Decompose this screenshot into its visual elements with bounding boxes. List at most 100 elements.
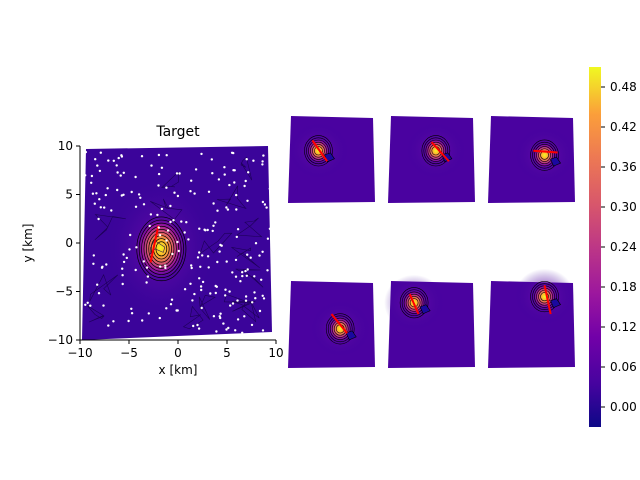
small-contour-line [304,135,333,167]
station-marker [198,251,201,254]
small-contour-line [407,296,421,310]
station-marker [234,275,238,278]
station-marker [129,233,132,237]
station-marker [84,303,87,306]
station-marker [130,312,134,315]
small-contour-line [538,148,551,162]
y-axis-label: y [km] [21,224,35,263]
station-marker [236,228,240,231]
station-marker [225,328,228,331]
station-marker [150,164,153,167]
station-marker [176,194,180,198]
station-marker [176,240,179,244]
station-marker [145,281,148,284]
station-marker [169,303,173,306]
small-slip-line [330,313,348,334]
x-tick-label: 0 [174,346,182,360]
station-marker [130,307,133,310]
main-background-contour [87,305,105,323]
station-marker [110,209,113,212]
station-marker [233,181,236,184]
station-marker [128,248,131,251]
station-marker [231,271,234,274]
small-panel [288,116,375,203]
station-marker [222,322,225,325]
small-slip-line [543,285,552,315]
station-marker [233,169,236,172]
station-marker [172,219,175,222]
station-marker [211,172,214,175]
station-marker [192,324,195,328]
main-contour-line [138,219,184,279]
small-contour-line [312,144,325,158]
station-marker [93,202,97,205]
station-marker [121,282,124,286]
station-marker [194,168,198,171]
station-marker [190,266,193,270]
small-contour-line [329,317,351,340]
station-marker [149,213,153,216]
station-marker [212,315,216,318]
station-marker [86,301,89,304]
station-marker [141,319,144,322]
small-contour-line [331,319,349,338]
station-marker [175,309,178,312]
station-marker [84,150,88,154]
colorbar-tick-label: 0.48 [610,80,637,94]
station-marker [142,260,145,263]
station-marker [98,169,102,173]
station-marker [127,319,130,323]
small-heatmap-hotspot [532,142,557,169]
colorbar-tick-label: 0.18 [610,280,637,294]
station-marker [159,265,162,268]
station-marker [266,269,269,272]
colorbar-tick-label: 0.24 [610,240,637,254]
station-marker [164,266,167,270]
main-contour-line [136,216,187,282]
station-marker [117,156,120,160]
station-marker [99,151,103,154]
station-marker [268,163,271,166]
small-contour-line [409,298,419,308]
station-marker [198,277,201,280]
station-marker [165,239,168,242]
station-marker [214,291,217,295]
station-marker [236,318,240,321]
station-marker [245,158,248,161]
main-background-contour [182,305,204,330]
main-background-contour [231,247,260,269]
station-marker [166,229,170,232]
station-marker [180,220,183,223]
station-marker [105,263,108,266]
colorbar-gradient [589,67,601,427]
station-marker [235,193,238,197]
station-marker [189,190,192,193]
station-marker [103,206,106,209]
station-marker [241,274,244,278]
station-marker [261,200,265,204]
colorbar-tick-label: 0.42 [610,120,637,134]
small-panel [488,268,575,368]
small-negative-lobe [419,304,431,315]
station-marker [139,196,142,199]
station-marker [230,151,234,154]
station-marker [210,158,213,161]
main-background-contour [235,268,264,288]
station-marker [223,173,226,176]
station-marker [90,174,94,178]
small-contour-line [530,281,559,313]
station-marker [175,172,179,175]
station-marker [225,260,228,263]
station-marker [189,282,192,285]
small-negative-lobe [550,298,561,309]
station-marker [107,324,110,327]
small-panels [288,116,575,368]
station-marker [193,192,196,195]
station-marker [201,254,204,257]
station-marker [212,202,215,205]
station-marker [115,164,118,167]
station-marker [243,315,246,318]
station-marker [95,192,98,195]
station-marker [120,154,123,157]
station-marker [266,237,270,240]
